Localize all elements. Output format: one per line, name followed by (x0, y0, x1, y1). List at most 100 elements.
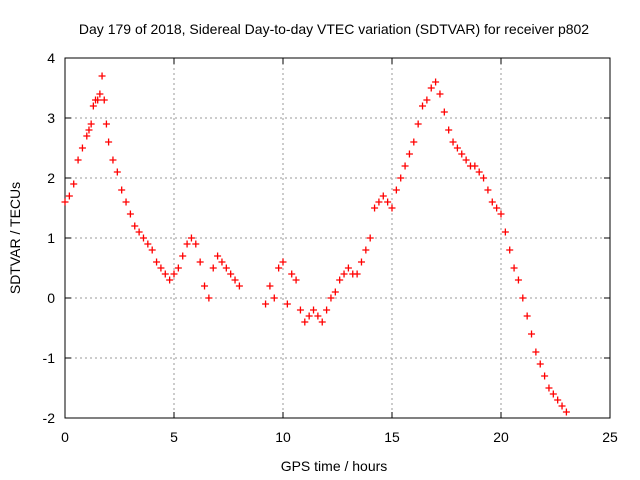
data-point (327, 294, 335, 302)
data-point (497, 210, 505, 218)
data-point (85, 126, 93, 134)
data-point (371, 204, 379, 212)
y-tick-label: 3 (47, 110, 55, 126)
y-axis-label: SDTVAR / TECUs (7, 182, 23, 294)
y-tick-label: 4 (47, 50, 55, 66)
data-point (283, 300, 291, 308)
x-tick-label: 25 (602, 429, 618, 445)
data-point (397, 174, 405, 182)
data-point (305, 312, 313, 320)
data-point (462, 156, 470, 164)
data-point (96, 90, 104, 98)
data-point (187, 234, 195, 242)
data-point (384, 198, 392, 206)
data-point (562, 408, 570, 416)
data-point (192, 240, 200, 248)
data-point (401, 162, 409, 170)
data-point (458, 150, 466, 158)
data-point (196, 258, 204, 266)
data-point (554, 396, 562, 404)
data-point (148, 246, 156, 254)
data-point (493, 204, 501, 212)
data-point (89, 102, 97, 110)
data-point (405, 150, 413, 158)
x-axis: 0 5 10 15 20 25 (61, 58, 618, 445)
data-point (549, 390, 557, 398)
data-point (301, 318, 309, 326)
data-point (296, 306, 304, 314)
data-point (388, 204, 396, 212)
x-axis-label: GPS time / hours (281, 458, 388, 474)
data-point (205, 294, 213, 302)
data-point (514, 276, 522, 284)
data-point (209, 264, 217, 272)
data-point (375, 198, 383, 206)
x-tick-label: 5 (170, 429, 178, 445)
data-point (340, 270, 348, 278)
data-point (122, 198, 130, 206)
data-point (445, 126, 453, 134)
data-point (170, 270, 178, 278)
data-point (427, 84, 435, 92)
data-point (344, 264, 352, 272)
data-point (310, 306, 318, 314)
data-point (74, 156, 82, 164)
data-point (292, 276, 300, 284)
data-point (131, 222, 139, 230)
data-point (135, 228, 143, 236)
y-tick-label: 2 (47, 170, 55, 186)
data-point (65, 192, 73, 200)
data-point (270, 294, 278, 302)
data-point (379, 192, 387, 200)
data-point (423, 96, 431, 104)
y-tick-label: -1 (43, 350, 56, 366)
data-point (440, 108, 448, 116)
data-point (366, 234, 374, 242)
data-point (506, 246, 514, 254)
y-axis: -2 -1 0 1 2 3 4 (43, 50, 610, 426)
data-point (536, 360, 544, 368)
data-point (475, 168, 483, 176)
data-point (87, 120, 95, 128)
data-point (153, 258, 161, 266)
data-points (61, 72, 570, 416)
grid-lines (65, 58, 610, 418)
data-point (113, 168, 121, 176)
data-point (318, 318, 326, 326)
data-point (166, 276, 174, 284)
data-point (392, 186, 400, 194)
data-point (510, 264, 518, 272)
data-point (144, 240, 152, 248)
data-point (161, 270, 169, 278)
data-point (126, 210, 134, 218)
data-point (83, 132, 91, 140)
data-point (484, 186, 492, 194)
data-point (541, 372, 549, 380)
data-point (323, 306, 331, 314)
data-point (336, 276, 344, 284)
data-point (94, 96, 102, 104)
x-tick-label: 20 (493, 429, 509, 445)
y-tick-label: 1 (47, 230, 55, 246)
data-point (357, 258, 365, 266)
data-point (118, 186, 126, 194)
y-tick-label: -2 (43, 410, 56, 426)
data-point (314, 312, 322, 320)
data-point (288, 270, 296, 278)
data-point (78, 144, 86, 152)
data-point (139, 234, 147, 242)
data-point (179, 252, 187, 260)
y-tick-label: 0 (47, 290, 55, 306)
data-point (353, 270, 361, 278)
data-point (501, 228, 509, 236)
data-point (275, 264, 283, 272)
data-point (545, 384, 553, 392)
data-point (214, 252, 222, 260)
chart-title: Day 179 of 2018, Sidereal Day-to-day VTE… (79, 21, 589, 37)
data-point (436, 90, 444, 98)
data-point (519, 294, 527, 302)
data-point (453, 144, 461, 152)
data-point (262, 300, 270, 308)
data-point (362, 246, 370, 254)
